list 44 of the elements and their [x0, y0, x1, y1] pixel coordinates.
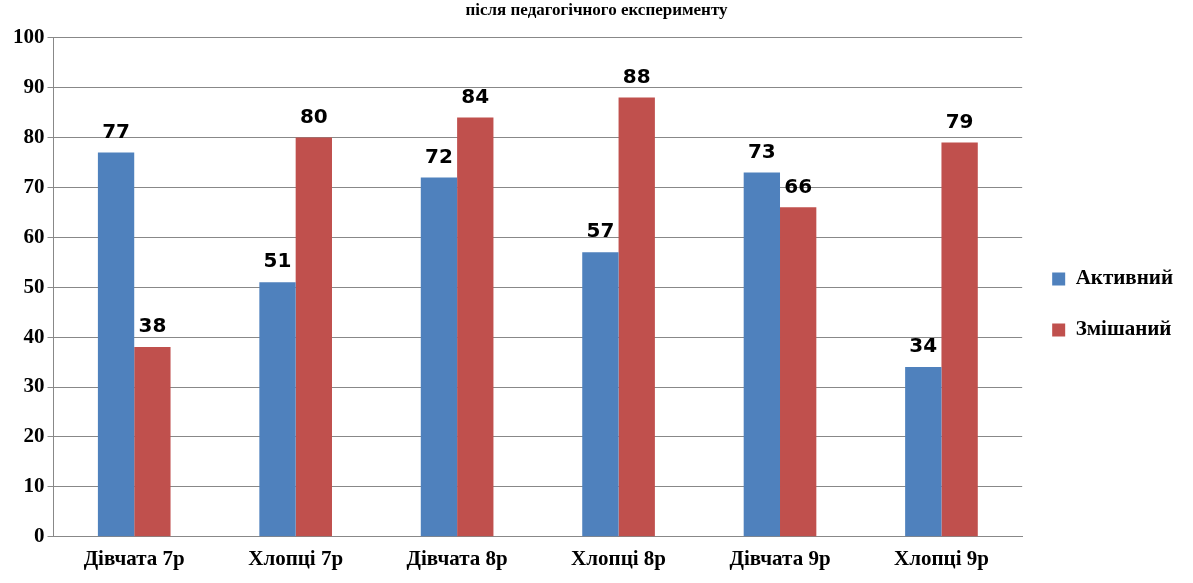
- y-tick-label: 0: [34, 523, 45, 548]
- bar: [134, 347, 171, 537]
- data-label: 79: [945, 108, 974, 133]
- x-tick-label: Хлопці 9р: [894, 545, 989, 570]
- data-label: 57: [586, 218, 615, 243]
- x-tick-label: Дівчата 8р: [406, 545, 508, 570]
- y-tick-label: 60: [23, 223, 45, 248]
- data-label: 88: [622, 63, 651, 88]
- y-tick-label: 70: [23, 173, 45, 198]
- bar: [457, 117, 494, 537]
- data-label: 80: [299, 103, 328, 128]
- x-tick-label: Хлопці 8р: [571, 545, 667, 570]
- data-label: 38: [138, 313, 167, 338]
- data-label: 84: [461, 83, 490, 108]
- data-label: 77: [102, 118, 130, 143]
- x-tick-label: Дівчата 9р: [729, 545, 831, 570]
- y-tick-label: 30: [23, 373, 45, 398]
- bar: [618, 97, 655, 537]
- bar: [420, 177, 458, 537]
- data-label: 73: [747, 138, 776, 163]
- bar: [582, 252, 619, 537]
- bar: [743, 172, 781, 537]
- y-tick-label: 50: [23, 273, 45, 298]
- bar: [941, 142, 978, 537]
- legend-label: Змішаний: [1075, 316, 1172, 341]
- x-tick-label: Дівчата 7р: [83, 545, 185, 570]
- bar: [780, 207, 817, 537]
- data-label: 72: [425, 143, 453, 168]
- y-tick-label: 100: [13, 24, 45, 49]
- y-tick-label: 20: [23, 423, 45, 448]
- legend-label: Активний: [1075, 265, 1174, 290]
- bar: [97, 152, 135, 537]
- y-tick-label: 80: [23, 123, 45, 148]
- data-label: 51: [263, 248, 292, 273]
- data-label: 34: [909, 333, 938, 358]
- y-tick-label: 10: [23, 473, 45, 498]
- y-tick-label: 40: [23, 323, 45, 348]
- chart-title: після педагогічного експерименту: [464, 0, 729, 20]
- y-tick-label: 90: [23, 73, 45, 98]
- data-label: 66: [784, 173, 813, 198]
- bar: [905, 367, 942, 537]
- bar: [295, 137, 332, 537]
- x-tick-label: Хлопці 7р: [248, 545, 344, 570]
- bar: [259, 282, 296, 537]
